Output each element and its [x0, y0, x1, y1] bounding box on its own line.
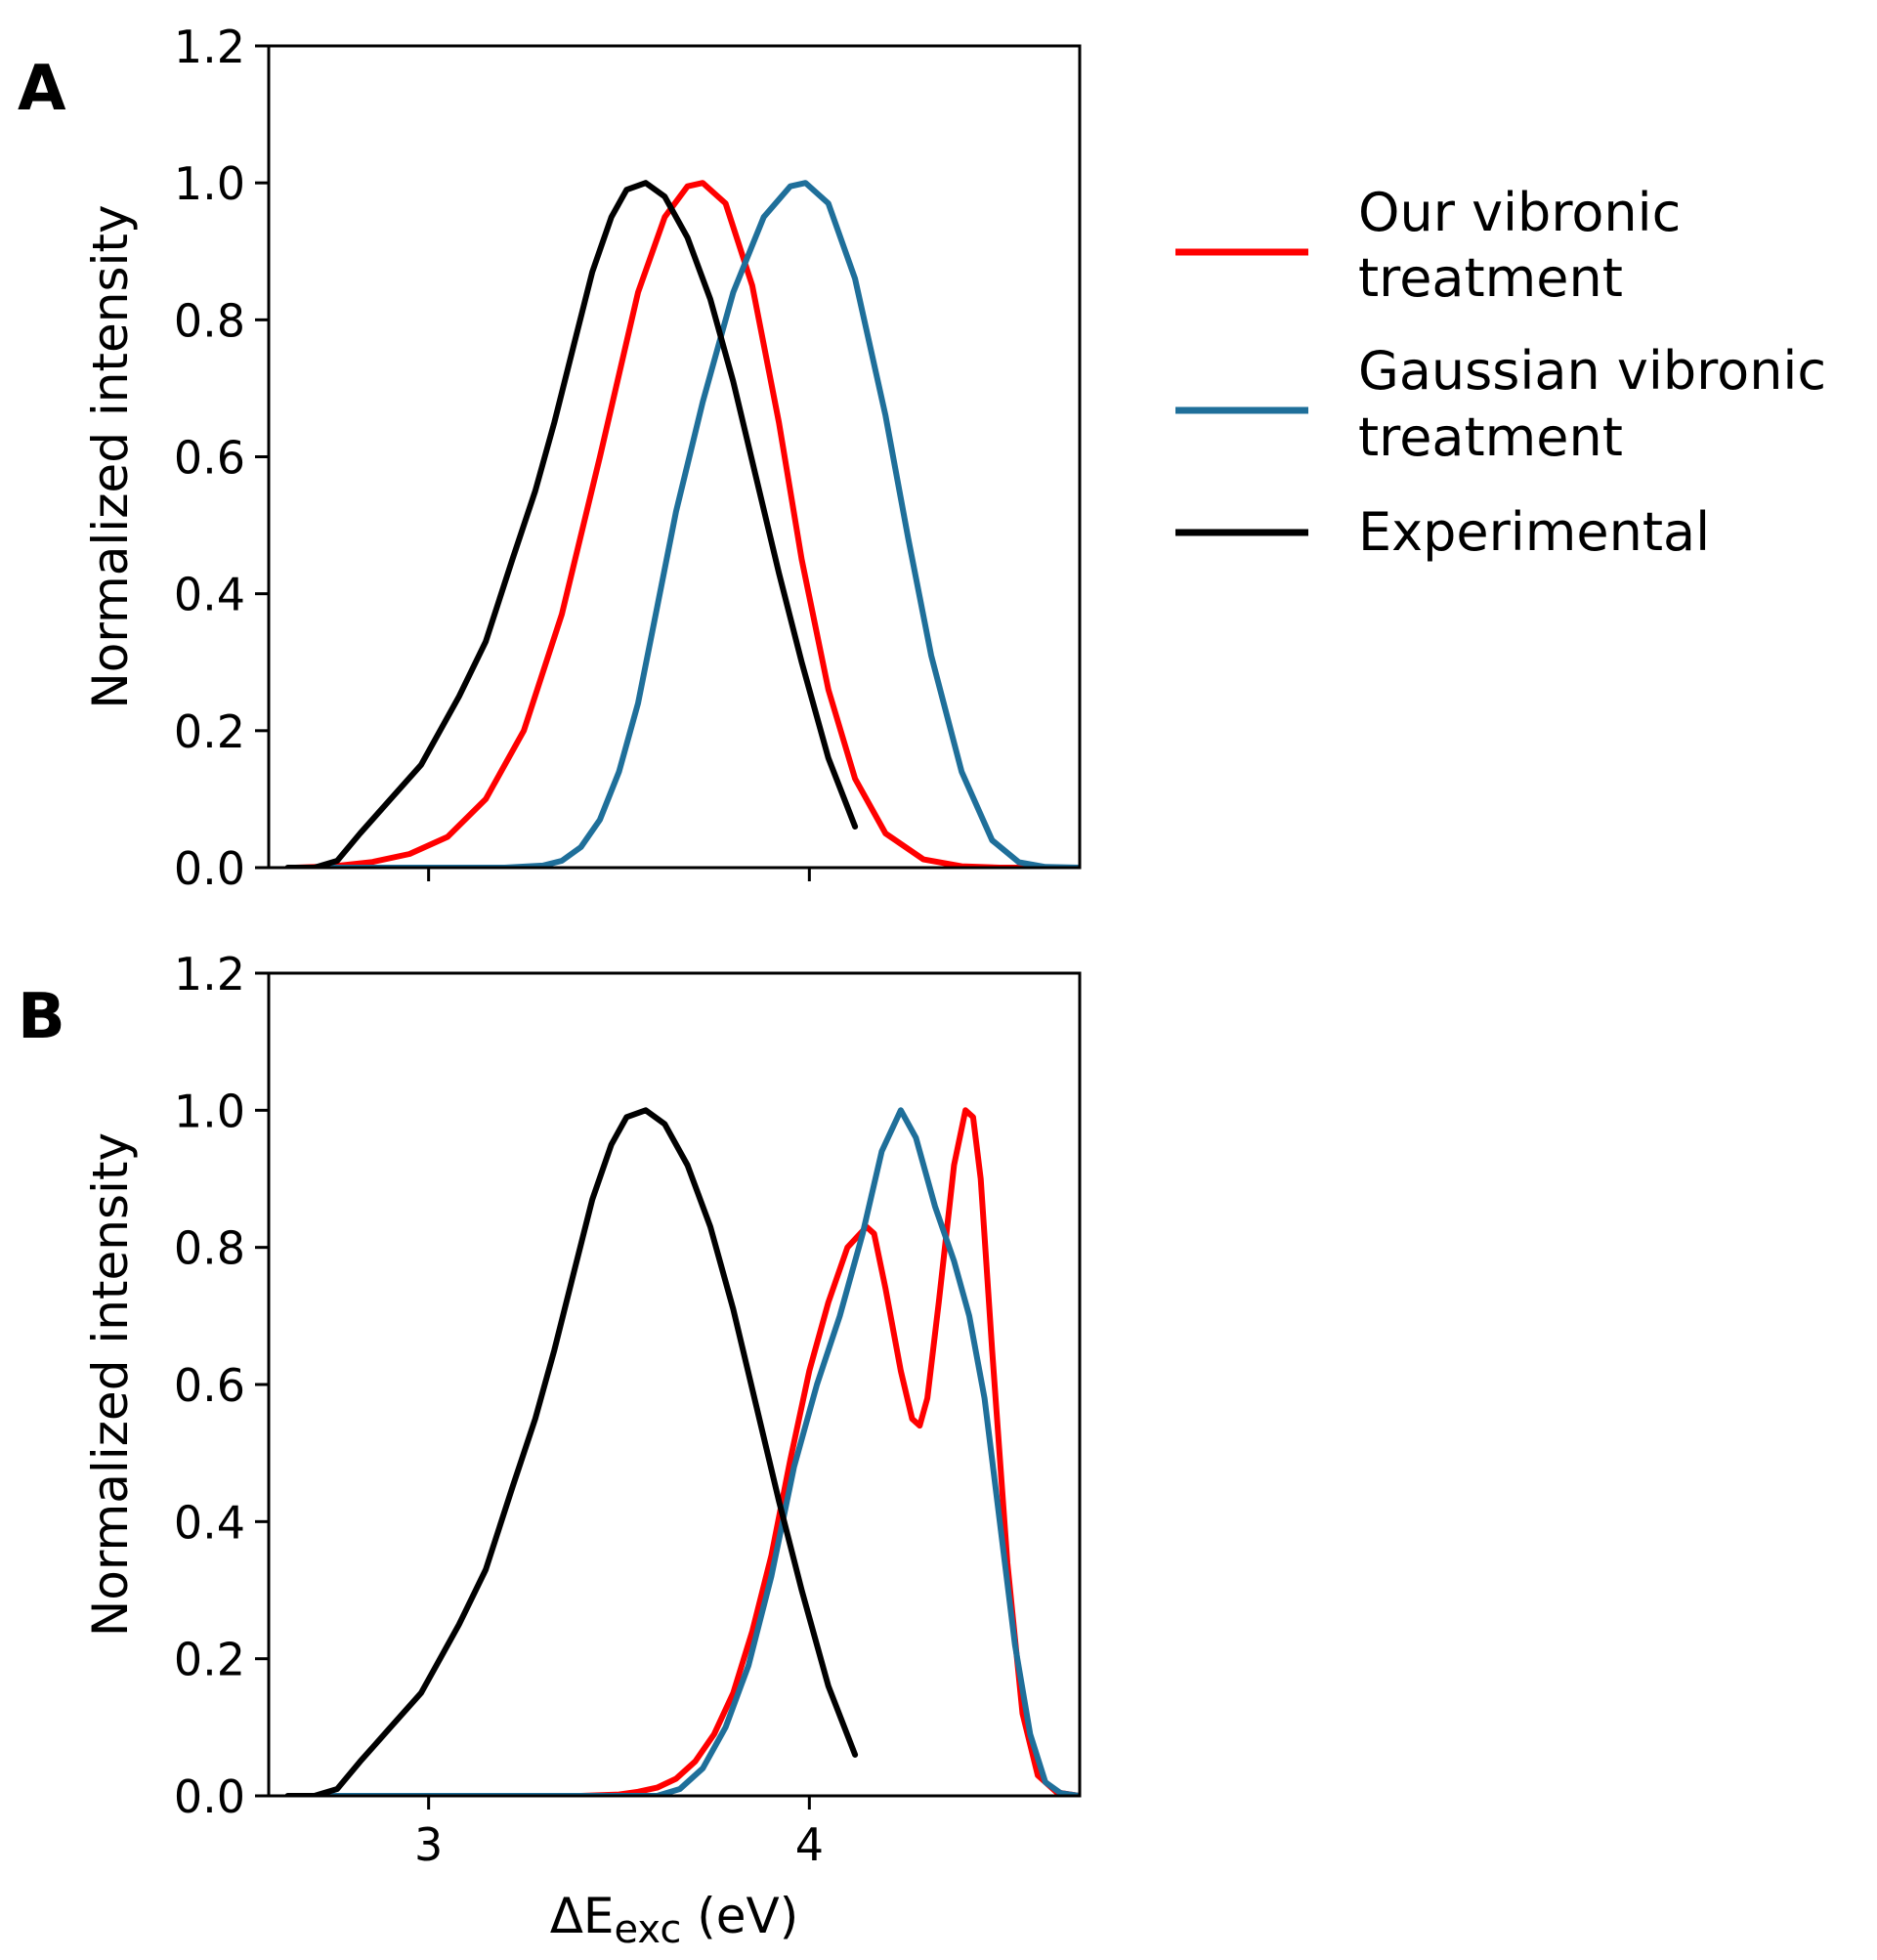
x-tick-label: 3 [414, 1818, 443, 1871]
legend-label: Gaussian vibronic [1358, 340, 1826, 402]
panel-b: B 0.0 0.2 0.4 0.6 0.8 1.0 1.2 3 4 Normalized inten… [18, 948, 1082, 1952]
legend-label: Our vibronic [1358, 182, 1681, 243]
y-tick-label: 0.4 [174, 569, 245, 621]
y-tick-label: 0.6 [174, 432, 245, 485]
series-line-our-vibronic-treatment [292, 1107, 1080, 1796]
x-axis-title: ΔEexc (eV) [550, 1888, 799, 1952]
y-tick-label: 0.2 [174, 705, 245, 758]
y-tick-label: 0.6 [174, 1359, 245, 1412]
legend-label: treatment [1358, 247, 1623, 309]
x-tick-label: 4 [795, 1818, 824, 1871]
y-axis-title: Normalized intensity [82, 204, 139, 708]
series-line-experimental [284, 1107, 859, 1796]
y-tick-label: 0.8 [174, 294, 245, 347]
y-tick-label: 1.0 [174, 1085, 245, 1137]
y-tick-label: 0.0 [174, 1770, 245, 1823]
y-axis-title: Normalized intensity [82, 1132, 139, 1637]
panel-a: A 0.0 0.2 0.4 0.6 0.8 1.0 1.2 Normalized intensi… [18, 21, 1082, 895]
panel-letter: A [18, 53, 66, 125]
y-tick-label: 1.2 [174, 948, 245, 1001]
panel-letter: B [18, 981, 65, 1053]
y-tick-label: 1.0 [174, 157, 245, 210]
y-tick-label: 0.8 [174, 1222, 245, 1275]
series-line-experimental [284, 180, 859, 868]
series-line-gaussian-vibronic-treatment [292, 180, 1080, 868]
y-tick-label: 1.2 [174, 21, 245, 73]
y-tick-label: 0.2 [174, 1634, 245, 1686]
y-tick-label: 0.4 [174, 1496, 245, 1549]
series-line-our-vibronic-treatment [292, 180, 1080, 868]
series-line-gaussian-vibronic-treatment [292, 1107, 1080, 1796]
y-tick-label: 0.0 [174, 842, 245, 895]
legend-label: treatment [1358, 406, 1623, 468]
legend-label: Experimental [1358, 501, 1710, 563]
